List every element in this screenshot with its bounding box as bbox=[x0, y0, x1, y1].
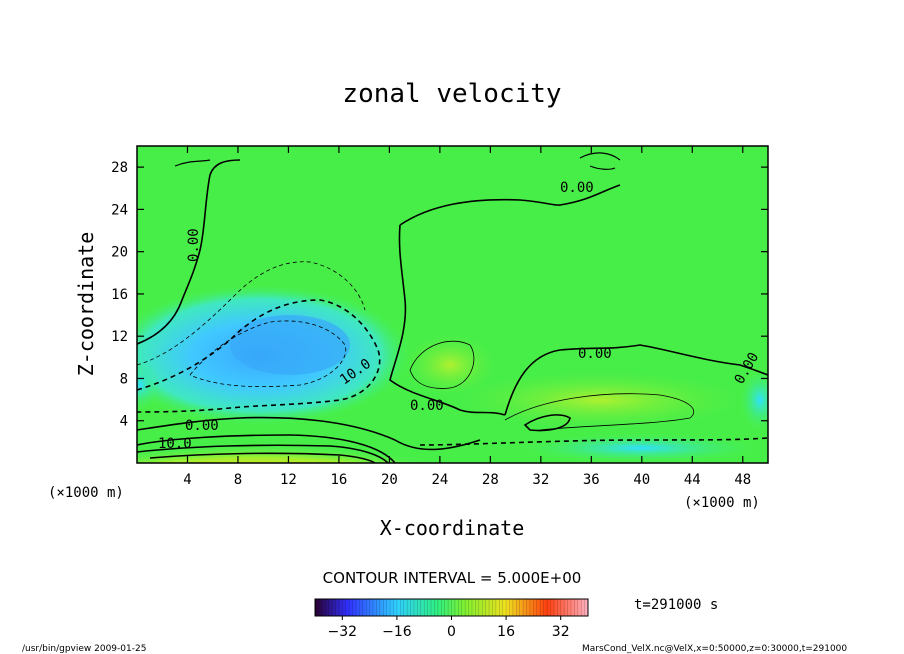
x-tick-label: 44 bbox=[684, 472, 701, 488]
x-tick-label: 20 bbox=[381, 472, 398, 488]
x-unit-label-right: (×1000 m) bbox=[684, 495, 760, 511]
thin-contour-mid bbox=[409, 340, 475, 389]
x-axis: 4 8 12 16 20 24 28 32 36 40 44 48 bbox=[183, 146, 751, 488]
chart-title: zonal velocity bbox=[342, 79, 561, 109]
negative-west-boundary-region bbox=[137, 360, 160, 410]
contour-interval-label: CONTOUR INTERVAL = 5.000E+00 bbox=[323, 569, 582, 587]
negative-east-boundary-region bbox=[740, 370, 768, 430]
negative-contour-inner bbox=[189, 320, 347, 388]
contour-label-low: 0.00 bbox=[185, 418, 219, 434]
colorbar-tick-label: 16 bbox=[497, 624, 515, 640]
x-tick-label: 36 bbox=[583, 472, 600, 488]
y-axis-label: Z-coordinate bbox=[74, 232, 98, 377]
x-axis-label: X-coordinate bbox=[380, 516, 525, 540]
contour-label-west: 0.00 bbox=[186, 228, 202, 262]
x-tick-label: 16 bbox=[330, 472, 347, 488]
x-tick-label: 8 bbox=[234, 472, 242, 488]
positive-surface-region bbox=[137, 425, 423, 463]
negative-core-region bbox=[230, 315, 350, 375]
x-tick-label: 48 bbox=[734, 472, 751, 488]
zero-contour-east bbox=[504, 344, 768, 416]
y-tick-label: 16 bbox=[111, 287, 128, 303]
x-unit-label-left: (×1000 m) bbox=[48, 485, 124, 501]
x-tick-label: 24 bbox=[431, 472, 448, 488]
contour-lines bbox=[137, 152, 768, 463]
colorbar-ticks: −32 −16 0 16 32 bbox=[328, 616, 570, 640]
y-tick-label: 20 bbox=[111, 245, 128, 261]
top-noise-contours bbox=[174, 152, 621, 170]
plot-frame bbox=[136, 145, 769, 464]
thin-contour-east bbox=[504, 393, 695, 431]
contour-label-north: 0.00 bbox=[560, 180, 594, 196]
time-label: t=291000 s bbox=[634, 597, 718, 613]
negative-surface-east-region bbox=[520, 434, 760, 462]
positive-upper-region bbox=[405, 335, 495, 395]
x-tick-label: 32 bbox=[532, 472, 549, 488]
footer-right: MarsCond_VelX.nc@VelX,x=0:50000,z=0:3000… bbox=[582, 644, 847, 654]
negative-contour-thin bbox=[137, 261, 366, 366]
footer-left: /usr/bin/gpview 2009-01-25 bbox=[22, 644, 146, 654]
y-tick-label: 8 bbox=[120, 371, 128, 387]
small-positive-contour bbox=[523, 414, 571, 432]
colorbar-tick-label: 0 bbox=[447, 624, 456, 640]
negative-contour-outer bbox=[137, 299, 381, 413]
colorbar-tick-label: 32 bbox=[552, 624, 570, 640]
ten-contour-low bbox=[137, 434, 396, 463]
positive-contour-2 bbox=[149, 452, 376, 463]
zero-contour-low bbox=[137, 416, 481, 451]
colorbar-stripes bbox=[318, 599, 585, 616]
zero-contour-west bbox=[137, 159, 241, 345]
contour-label-ten-low: 10.0 bbox=[158, 436, 192, 452]
x-tick-label: 28 bbox=[482, 472, 499, 488]
y-tick-label: 28 bbox=[111, 160, 128, 176]
colorbar-tick-label: −16 bbox=[382, 624, 412, 640]
positive-contour-1 bbox=[137, 444, 389, 463]
colorbar-tick-label: −32 bbox=[328, 624, 358, 640]
heatmap-field: 0.00 0.00 0.00 0.00 0.00 0.00 10.0 10.0 bbox=[137, 146, 768, 463]
y-axis: 4 8 12 16 20 24 28 bbox=[111, 160, 768, 430]
y-tick-label: 4 bbox=[120, 414, 128, 430]
positive-midlevel-region bbox=[460, 372, 740, 428]
y-tick-label: 24 bbox=[111, 202, 128, 218]
x-tick-label: 40 bbox=[633, 472, 650, 488]
x-tick-label: 4 bbox=[183, 472, 191, 488]
contour-label-mid: 0.00 bbox=[410, 398, 444, 414]
y-tick-label: 12 bbox=[111, 329, 128, 345]
x-tick-label: 12 bbox=[280, 472, 297, 488]
negative-dashed-east bbox=[419, 437, 768, 446]
contour-label-east-upper: 0.00 bbox=[578, 346, 612, 362]
zero-contour-north bbox=[389, 184, 621, 416]
